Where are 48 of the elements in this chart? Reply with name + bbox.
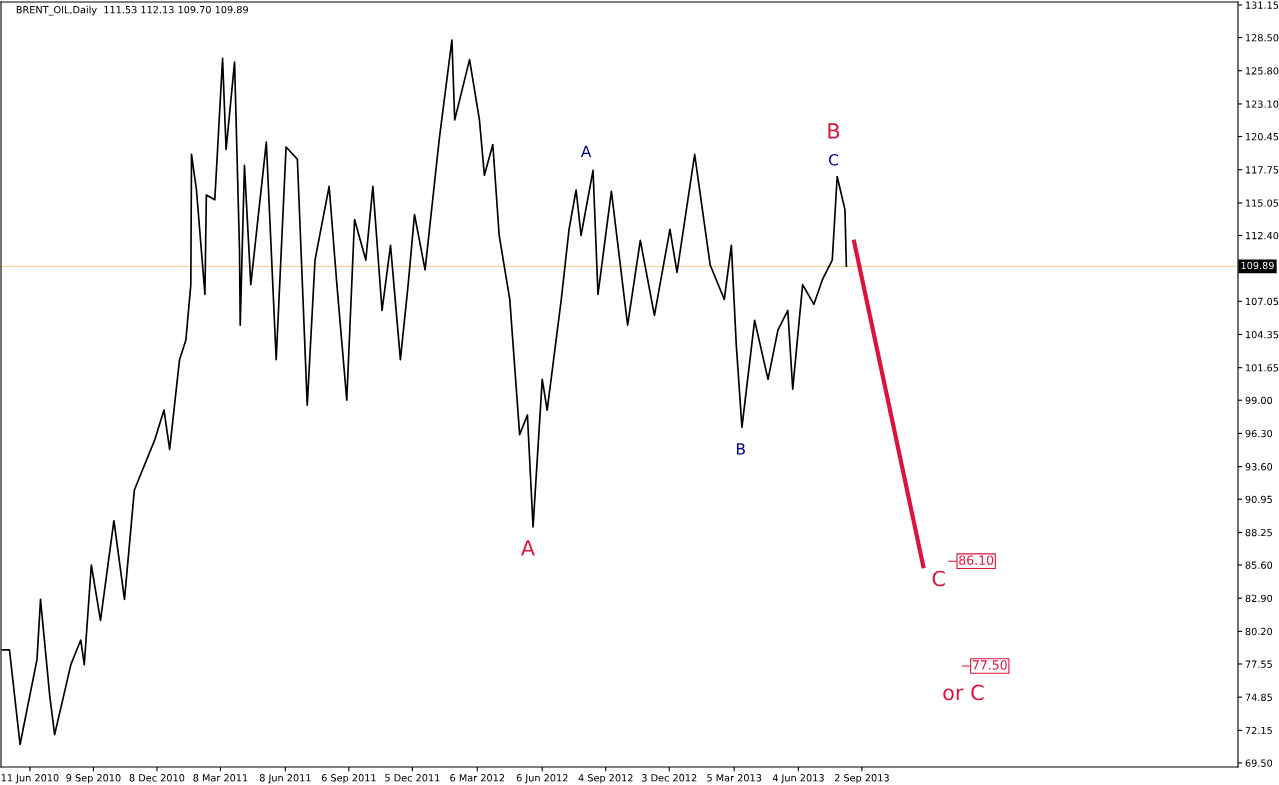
y-tick-label: 93.60: [1245, 463, 1273, 471]
x-tick-label: 3 Dec 2012: [642, 774, 697, 782]
x-tick-label: 5 Mar 2013: [707, 774, 762, 782]
y-tick-label: 128.50: [1246, 34, 1279, 42]
annotation: A: [521, 540, 535, 556]
y-tick-label: 120.45: [1246, 132, 1279, 141]
y-tick-label: 104.35: [1246, 330, 1279, 339]
y-tick-label: 85.60: [1245, 561, 1273, 569]
y-tick-label: 88.25: [1245, 528, 1272, 537]
y-tick-label: 69.50: [1245, 759, 1273, 767]
chart-title: BRENT_OIL,Daily 111.53 112.13 109.70 109.89: [16, 5, 248, 16]
y-tick-label: 125.80: [1246, 67, 1279, 75]
x-tick-label: 11 Jun 2010: [1, 774, 59, 784]
annotation: C: [932, 570, 945, 587]
annotation: B: [736, 443, 745, 455]
y-tick-label: 80.20: [1245, 627, 1273, 636]
x-tick-label: 8 Mar 2011: [193, 774, 248, 782]
annotation: A: [580, 145, 592, 157]
y-tick-label: 99.00: [1245, 396, 1273, 405]
ref-line-label: 109.89: [1241, 261, 1274, 270]
x-tick-label: 9 Sep 2010: [66, 774, 121, 784]
x-tick-label: 6 Sep 2011: [321, 774, 376, 784]
y-tick-label: 74.85: [1245, 693, 1272, 701]
y-tick-label: 117.75: [1246, 166, 1279, 174]
annotation: B: [828, 123, 840, 139]
x-tick-label: 6 Mar 2012: [450, 774, 505, 782]
y-tick-label: 107.05: [1246, 297, 1279, 306]
y-tick-label: 112.40: [1246, 231, 1279, 240]
x-tick-label: 4 Sep 2012: [578, 774, 633, 784]
x-tick-label: 4 Jun 2013: [772, 774, 824, 784]
y-tick-label: 96.30: [1245, 429, 1273, 438]
x-tick-label: 5 Dec 2011: [385, 774, 440, 782]
annotation: 77.50: [972, 660, 1007, 670]
annotation: or C: [943, 684, 984, 701]
y-tick-label: 77.55: [1245, 660, 1272, 668]
y-tick-label: 123.10: [1246, 100, 1279, 108]
x-tick-label: 8 Dec 2010: [129, 774, 185, 782]
y-tick-label: 101.65: [1246, 364, 1279, 372]
x-tick-label: 2 Sep 2013: [834, 774, 889, 784]
x-tick-label: 8 Jun 2011: [259, 774, 311, 784]
annotation: 86.10: [959, 555, 994, 565]
y-tick-label: 115.05: [1246, 199, 1279, 207]
y-tick-label: 90.95: [1245, 495, 1272, 504]
y-tick-label: 82.90: [1245, 594, 1273, 603]
y-tick-label: 72.15: [1245, 726, 1272, 735]
y-tick-label: 131.15: [1246, 1, 1279, 9]
annotation: C: [829, 154, 839, 166]
x-tick-label: 6 Jun 2012: [516, 774, 568, 784]
